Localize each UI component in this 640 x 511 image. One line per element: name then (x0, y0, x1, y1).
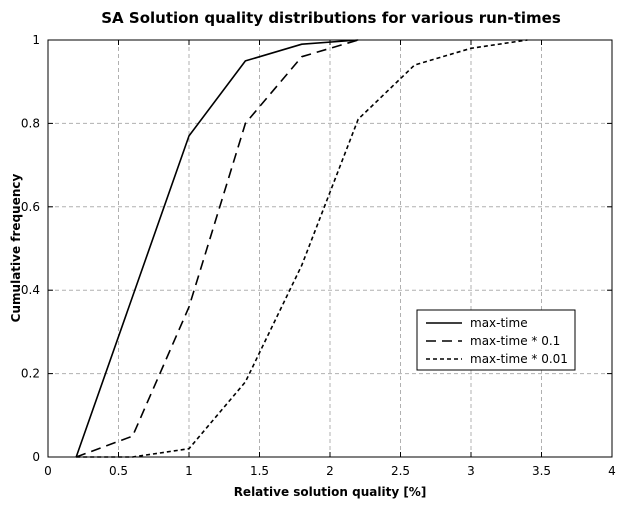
x-tick-label: 0 (44, 464, 52, 478)
series-line-2 (75, 39, 359, 458)
chart-title: SA Solution quality distributions for va… (101, 9, 561, 27)
axis-ticks: 0 0.5 1 1.5 2 2.5 3 3.5 4 0 0.2 0.4 0.6 0.8 1 (21, 33, 616, 478)
y-tick-label: 0.6 (21, 200, 40, 214)
y-tick-label: 0.4 (21, 283, 40, 297)
x-tick-label: 2.5 (391, 464, 410, 478)
x-tick-label: 3.5 (532, 464, 551, 478)
legend-label: max-time * 0.1 (470, 334, 560, 348)
y-tick-label: 0 (32, 450, 40, 464)
legend-label: max-time (470, 316, 528, 330)
x-tick-label: 2 (326, 464, 334, 478)
grid (48, 40, 612, 457)
series-lines (75, 39, 528, 458)
legend-box (416, 309, 576, 371)
legend-label: max-time * 0.01 (470, 352, 568, 366)
x-axis-label: Relative solution quality [%] (234, 485, 427, 499)
y-axis-label: Cumulative frequency (9, 174, 23, 323)
series-line-1 (75, 39, 359, 458)
x-tick-label: 0.5 (109, 464, 128, 478)
legend: max-time max-time * 0.1 max-time * 0.01 (416, 309, 576, 371)
x-tick-label: 4 (608, 464, 616, 478)
x-tick-label: 1 (185, 464, 193, 478)
plot-frame (47, 39, 613, 458)
x-tick-label: 3 (467, 464, 475, 478)
y-tick-label: 0.8 (21, 116, 40, 130)
x-tick-label: 1.5 (250, 464, 269, 478)
y-tick-label: 1 (32, 33, 40, 47)
series-line-3 (76, 39, 528, 458)
y-tick-label: 0.2 (21, 367, 40, 381)
